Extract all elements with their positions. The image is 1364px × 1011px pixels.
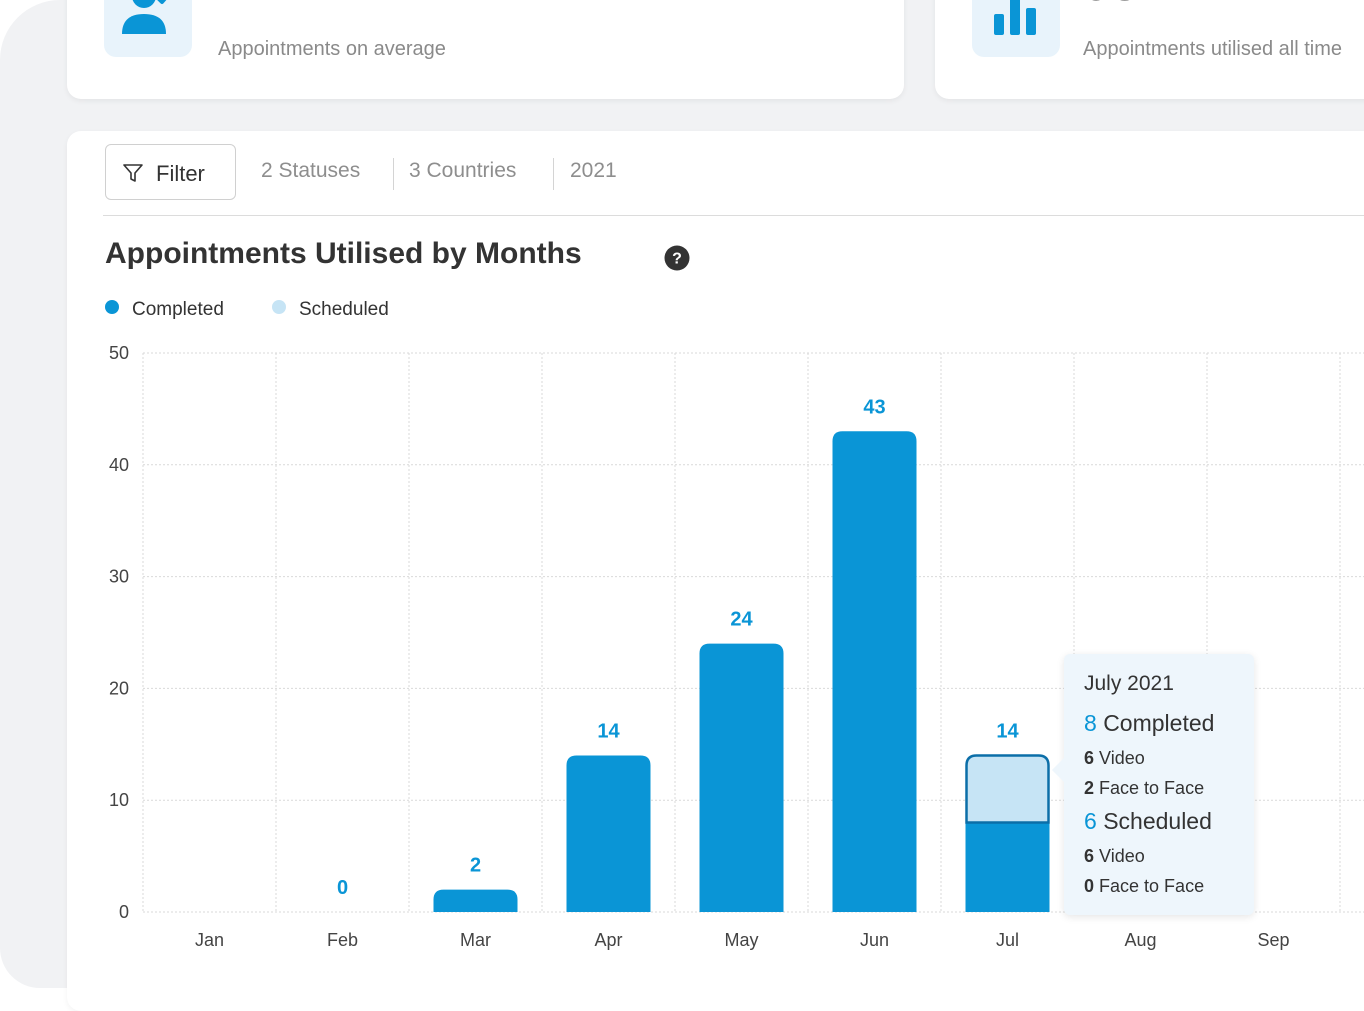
- tooltip-label: Scheduled: [1103, 808, 1212, 834]
- bar-value-label: 14: [597, 720, 620, 742]
- bar-completed: [699, 643, 784, 912]
- legend-label: Scheduled: [299, 299, 389, 320]
- chip-separator: [553, 158, 554, 190]
- tooltip-item: 0 Face to Face: [1084, 876, 1204, 897]
- bar-completed: [832, 431, 917, 912]
- x-tick-label: Apr: [594, 930, 622, 950]
- stat-label: Appointments on average: [218, 38, 446, 60]
- y-tick-label: 30: [109, 567, 129, 587]
- stat-label: Appointments utilised all time: [1083, 38, 1343, 60]
- bar-value-label: 24: [730, 609, 753, 631]
- bar-completed: [965, 822, 1050, 912]
- divider: [103, 215, 1364, 216]
- x-tick-label: Sep: [1257, 930, 1289, 950]
- y-tick-label: 10: [109, 790, 129, 810]
- funnel-icon: [122, 162, 144, 189]
- tooltip-completed-heading: 8 Completed: [1084, 710, 1214, 737]
- svg-text:?: ?: [672, 251, 682, 268]
- stat-card-all-time: 98 Appointments utilised all time: [935, 0, 1364, 99]
- tooltip-label: Video: [1099, 846, 1145, 866]
- tooltip-label: Completed: [1103, 710, 1215, 736]
- filter-button-label: Filter: [156, 161, 205, 186]
- bar-value-label: 43: [863, 396, 885, 418]
- tooltip-count: 8: [1084, 710, 1097, 736]
- tooltip-item: 6 Video: [1084, 846, 1145, 867]
- legend-label: Completed: [132, 299, 224, 320]
- stat-card-average: 2 Appointments on average: [67, 0, 904, 99]
- tooltip-count: 6: [1084, 808, 1097, 834]
- y-tick-label: 20: [109, 678, 129, 698]
- tooltip-scheduled-heading: 6 Scheduled: [1084, 808, 1212, 835]
- user-check-icon: [104, 0, 192, 57]
- chip-separator: [393, 158, 394, 190]
- tooltip-title: July 2021: [1084, 672, 1174, 695]
- stat-value: 98: [1083, 0, 1139, 8]
- legend-item-completed[interactable]: Completed: [105, 299, 224, 321]
- x-tick-label: Jan: [195, 930, 224, 950]
- y-tick-label: 0: [119, 902, 129, 922]
- y-tick-label: 40: [109, 455, 129, 475]
- chart-title: Appointments Utilised by Months: [105, 237, 582, 270]
- filter-chip-countries[interactable]: 3 Countries: [409, 159, 517, 182]
- tooltip-item: 2 Face to Face: [1084, 778, 1204, 799]
- x-tick-label: Mar: [460, 930, 491, 950]
- filter-button[interactable]: Filter: [105, 144, 236, 200]
- chart-tooltip: July 2021 8 Completed 6 Video 2 Face to …: [1052, 654, 1254, 915]
- stat-value: 2: [218, 0, 246, 8]
- help-icon[interactable]: ?: [664, 245, 690, 276]
- x-tick-label: Jun: [860, 930, 889, 950]
- legend-item-scheduled[interactable]: Scheduled: [272, 299, 389, 321]
- tooltip-arrow: [1052, 758, 1064, 782]
- tooltip-count: 2: [1084, 778, 1095, 798]
- bar-completed: [433, 889, 518, 912]
- legend-dot-icon: [105, 299, 119, 314]
- tooltip-label: Face to Face: [1099, 778, 1205, 798]
- bar-scheduled: [965, 754, 1050, 824]
- x-tick-label: Aug: [1124, 930, 1156, 950]
- tooltip-item: 6 Video: [1084, 748, 1145, 769]
- tooltip-count: 6: [1084, 748, 1095, 768]
- filter-chip-statuses[interactable]: 2 Statuses: [261, 159, 361, 182]
- legend-dot-icon: [272, 299, 286, 314]
- bar-value-label: 0: [337, 877, 348, 899]
- tooltip-label: Face to Face: [1099, 876, 1205, 896]
- tooltip-label: Video: [1099, 748, 1145, 768]
- tooltip-count: 6: [1084, 846, 1095, 866]
- bar-value-label: 14: [996, 720, 1019, 742]
- bar-chart-icon: [972, 0, 1060, 57]
- x-tick-label: Jul: [996, 930, 1019, 950]
- bar-completed: [566, 755, 651, 912]
- x-tick-label: May: [724, 930, 758, 950]
- filter-chip-year[interactable]: 2021: [570, 159, 617, 182]
- tooltip-count: 0: [1084, 876, 1095, 896]
- y-tick-label: 50: [109, 343, 129, 363]
- bar-value-label: 2: [470, 855, 481, 877]
- x-tick-label: Feb: [327, 930, 358, 950]
